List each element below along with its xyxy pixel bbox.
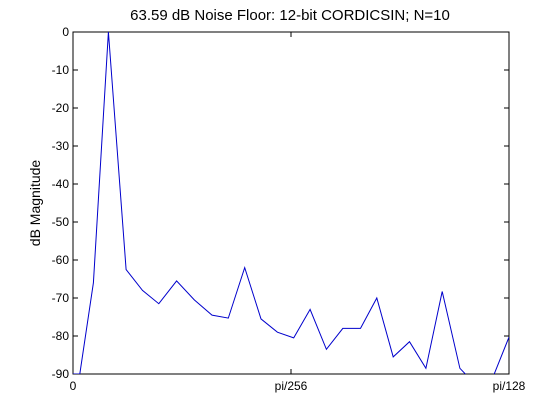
x-tick-label: 0: [70, 379, 77, 393]
y-tick-label: -50: [52, 215, 70, 229]
chart-title: 63.59 dB Noise Floor: 12-bit CORDICSIN; …: [130, 7, 450, 24]
y-tick-label: -70: [52, 291, 70, 305]
y-axis-ticks: 0 -10 -20 -30 -40 -50 -60 -70 -80 -90: [52, 25, 509, 381]
plot-area: [72, 31, 510, 375]
y-tick-label: -30: [52, 139, 70, 153]
series-line: [73, 32, 509, 374]
y-axis-label: dB Magnitude: [27, 160, 43, 247]
y-tick-label: -90: [52, 367, 70, 381]
x-tick-label: pi/128: [493, 379, 526, 393]
y-tick-label: -10: [52, 63, 70, 77]
y-tick-label: 0: [62, 25, 69, 39]
y-tick-label: -80: [52, 329, 70, 343]
y-tick-label: -60: [52, 253, 70, 267]
y-tick-label: -20: [52, 101, 70, 115]
x-axis-ticks: 0 pi/256 pi/128: [70, 32, 526, 393]
y-tick-label: -40: [52, 177, 70, 191]
x-tick-label: pi/256: [275, 379, 308, 393]
